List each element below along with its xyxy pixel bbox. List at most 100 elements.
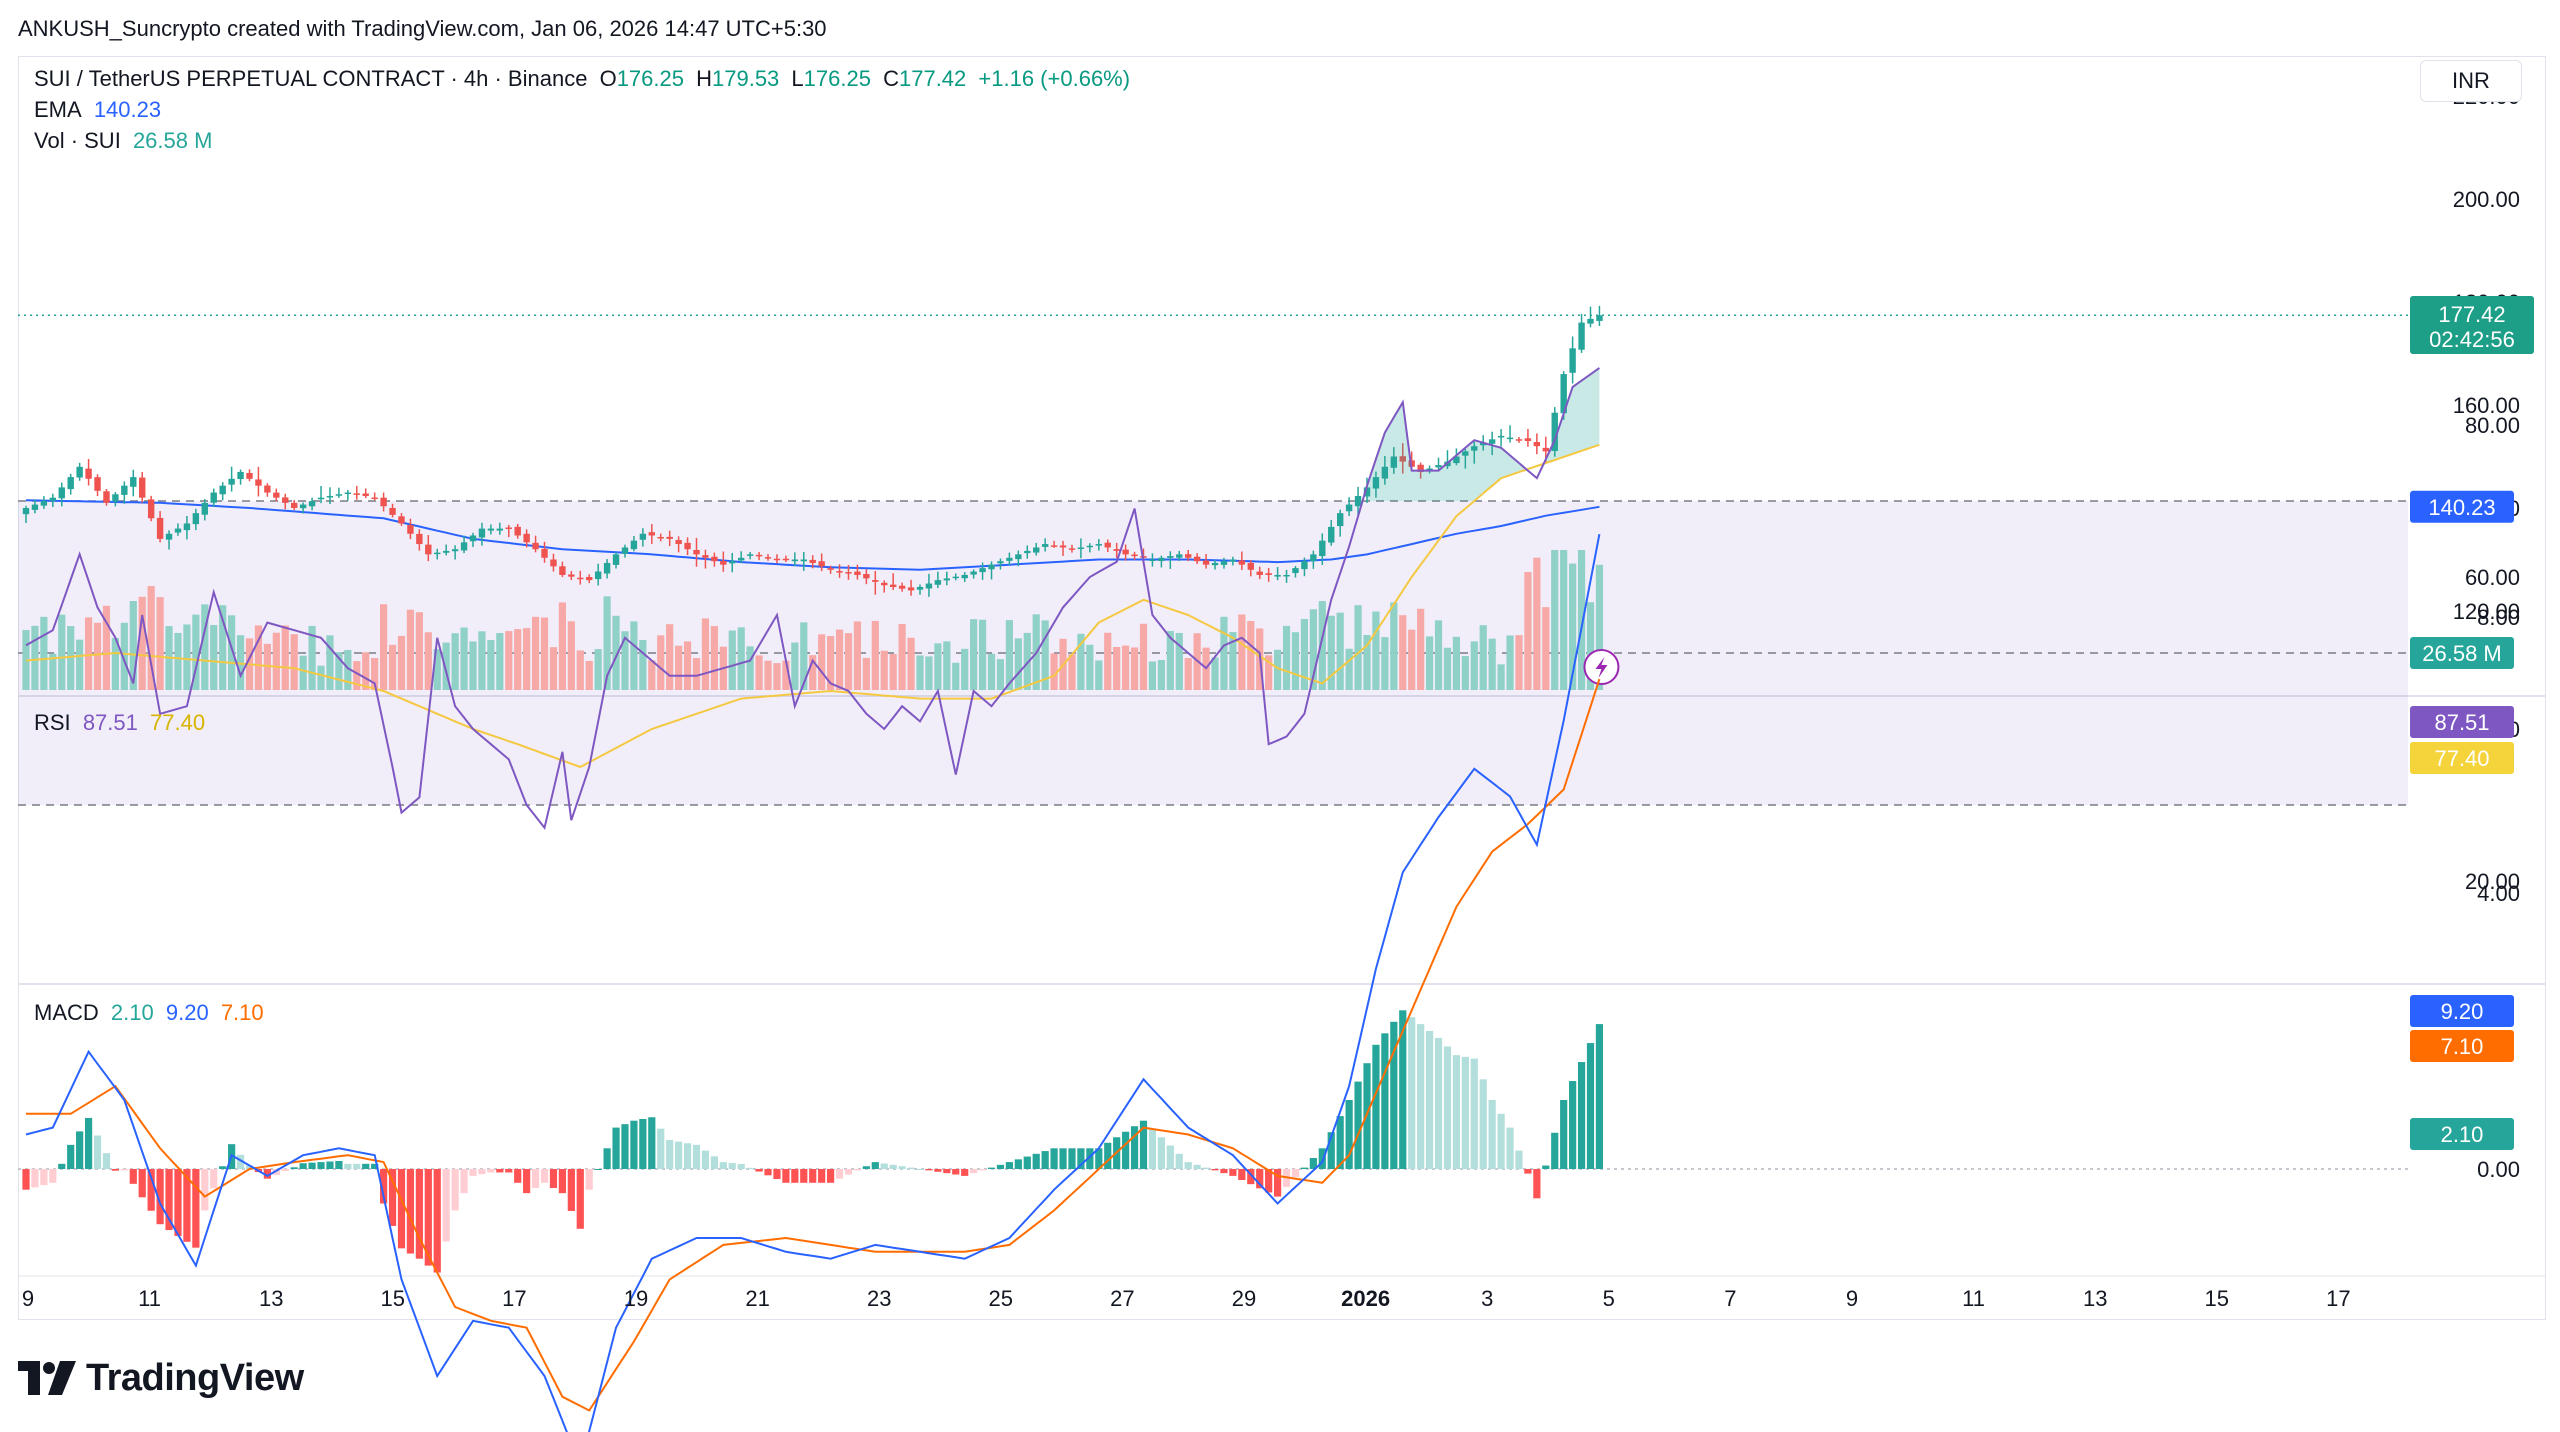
volume-bar[interactable] xyxy=(1157,660,1165,690)
volume-bar[interactable] xyxy=(827,636,835,690)
volume-bar[interactable] xyxy=(210,625,218,690)
candle-body[interactable] xyxy=(389,507,396,515)
macd-histogram-bar[interactable] xyxy=(818,1169,826,1183)
candle-body[interactable] xyxy=(1363,487,1371,497)
volume-bar[interactable] xyxy=(594,649,602,690)
macd-histogram-bar[interactable] xyxy=(1193,1164,1201,1169)
candle-body[interactable] xyxy=(782,558,790,561)
candle-body[interactable] xyxy=(559,566,566,575)
macd-histogram-bar[interactable] xyxy=(1077,1148,1085,1169)
candle-body[interactable] xyxy=(863,574,870,579)
macd-histogram-bar[interactable] xyxy=(800,1169,808,1183)
volume-bar[interactable] xyxy=(549,647,558,690)
macd-histogram-bar[interactable] xyxy=(496,1169,504,1173)
volume-bar[interactable] xyxy=(853,621,862,690)
macd-histogram-bar[interactable] xyxy=(603,1148,611,1169)
candle-body[interactable] xyxy=(970,571,977,575)
macd-histogram-bar[interactable] xyxy=(335,1160,343,1169)
volume-bar[interactable] xyxy=(1399,615,1407,690)
macd-histogram-bar[interactable] xyxy=(728,1163,736,1169)
macd-histogram-bar[interactable] xyxy=(1068,1148,1076,1169)
rsi-ma-line[interactable] xyxy=(25,443,1600,769)
macd-histogram-bar[interactable] xyxy=(862,1166,870,1169)
candle-body[interactable] xyxy=(407,525,414,534)
macd-histogram-bar[interactable] xyxy=(469,1169,477,1176)
volume-bar[interactable] xyxy=(970,619,978,690)
candle-body[interactable] xyxy=(460,542,468,551)
candle-body[interactable] xyxy=(818,561,825,567)
volume-bar[interactable] xyxy=(1354,605,1362,690)
macd-histogram-bar[interactable] xyxy=(76,1131,84,1169)
candle-body[interactable] xyxy=(22,507,30,515)
volume-bar[interactable] xyxy=(1318,601,1326,690)
volume-bar[interactable] xyxy=(451,633,459,690)
candle-body[interactable] xyxy=(1015,554,1022,560)
volume-bar[interactable] xyxy=(505,631,513,690)
candle-body[interactable] xyxy=(907,587,915,591)
volume-bar[interactable] xyxy=(1238,614,1246,690)
volume-bar[interactable] xyxy=(871,620,879,690)
candle-body[interactable] xyxy=(577,577,584,580)
candle-body[interactable] xyxy=(1524,438,1532,442)
macd-histogram-bar[interactable] xyxy=(245,1165,254,1169)
volume-bar[interactable] xyxy=(1274,649,1282,690)
volume-bar[interactable] xyxy=(603,596,611,690)
ema-legend[interactable]: EMA 140.23 xyxy=(34,97,167,123)
candle-body[interactable] xyxy=(228,478,235,485)
macd-histogram-bar[interactable] xyxy=(40,1169,48,1186)
macd-histogram-bar[interactable] xyxy=(111,1169,119,1171)
macd-histogram-bar[interactable] xyxy=(970,1169,978,1174)
macd-histogram-bar[interactable] xyxy=(853,1169,862,1171)
macd-histogram-bar[interactable] xyxy=(1417,1024,1425,1169)
volume-bar[interactable] xyxy=(639,639,647,690)
volume-bar[interactable] xyxy=(1524,571,1532,690)
volume-bar[interactable] xyxy=(317,665,325,690)
candle-body[interactable] xyxy=(684,542,691,550)
volume-bar[interactable] xyxy=(764,660,772,690)
candle-body[interactable] xyxy=(112,494,119,502)
macd-histogram-bar[interactable] xyxy=(1139,1120,1148,1169)
volume-bar[interactable] xyxy=(67,626,75,690)
macd-histogram-bar[interactable] xyxy=(192,1169,200,1248)
candle-body[interactable] xyxy=(85,468,92,479)
volume-bar[interactable] xyxy=(460,627,468,690)
candle-body[interactable] xyxy=(1399,456,1406,462)
macd-histogram-bar[interactable] xyxy=(1122,1131,1130,1169)
candle-body[interactable] xyxy=(925,583,933,589)
volume-bar[interactable] xyxy=(1515,635,1523,690)
volume-bar[interactable] xyxy=(1050,653,1058,690)
macd-histogram-bar[interactable] xyxy=(1399,1010,1407,1169)
candle-body[interactable] xyxy=(1220,561,1228,565)
macd-histogram-bar[interactable] xyxy=(889,1164,897,1169)
candle-body[interactable] xyxy=(174,528,182,533)
volume-bar[interactable] xyxy=(1542,607,1550,690)
volume-bar[interactable] xyxy=(1005,620,1013,690)
volume-bar[interactable] xyxy=(147,586,155,690)
candle-body[interactable] xyxy=(1292,568,1299,574)
candle-body[interactable] xyxy=(630,540,638,550)
volume-bar[interactable] xyxy=(138,596,146,690)
volume-bar[interactable] xyxy=(1282,625,1291,690)
candle-body[interactable] xyxy=(872,580,879,582)
volume-bar[interactable] xyxy=(1086,644,1094,690)
macd-histogram-bar[interactable] xyxy=(1425,1031,1434,1169)
candle-body[interactable] xyxy=(308,501,316,507)
volume-bar[interactable] xyxy=(737,627,745,690)
candle-body[interactable] xyxy=(1515,439,1523,441)
volume-bar[interactable] xyxy=(1113,646,1121,690)
candle-body[interactable] xyxy=(1006,557,1013,561)
candle-body[interactable] xyxy=(1131,554,1138,557)
volume-bar[interactable] xyxy=(621,631,629,690)
candle-body[interactable] xyxy=(1050,545,1058,547)
candle-body[interactable] xyxy=(541,548,548,558)
candle-body[interactable] xyxy=(255,479,262,486)
macd-histogram-bar[interactable] xyxy=(1577,1062,1586,1169)
candle-body[interactable] xyxy=(147,499,155,519)
volume-bar[interactable] xyxy=(862,657,870,690)
candle-body[interactable] xyxy=(1328,526,1335,543)
candle-body[interactable] xyxy=(1265,573,1272,575)
candle-body[interactable] xyxy=(773,558,781,561)
candle-body[interactable] xyxy=(1542,447,1549,452)
candle-body[interactable] xyxy=(586,576,593,581)
